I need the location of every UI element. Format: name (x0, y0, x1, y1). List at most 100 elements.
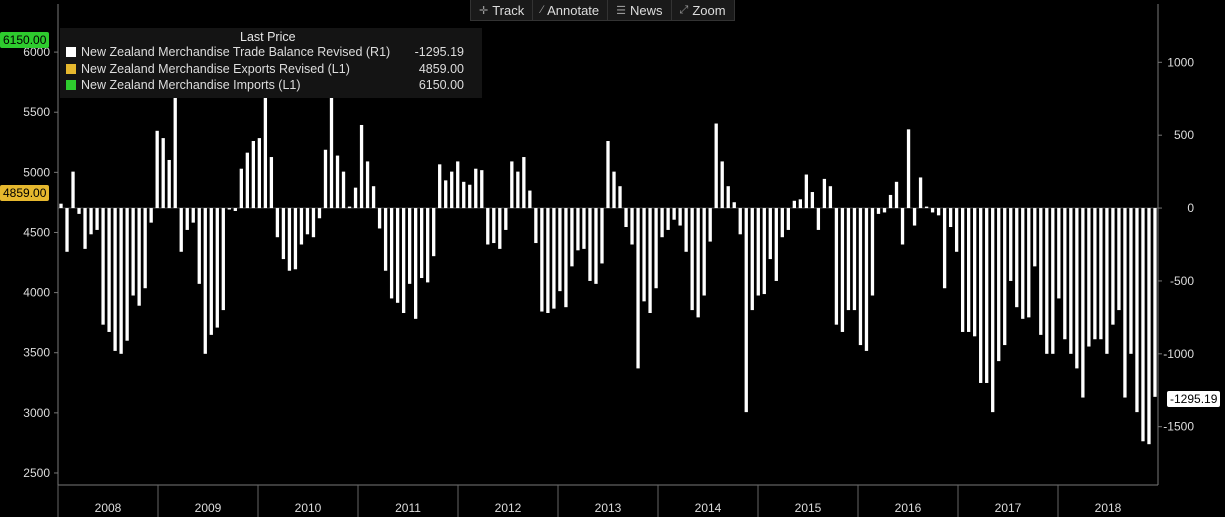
balance-bar (462, 181, 466, 209)
news-button[interactable]: ☰ News (608, 0, 672, 20)
balance-bar (558, 208, 562, 292)
balance-bar (1129, 208, 1133, 354)
balance-bar (828, 186, 833, 209)
balance-bar (744, 208, 748, 413)
balance-bar (407, 208, 412, 284)
balance-bar (774, 208, 778, 281)
zoom-button[interactable]: ⤢ Zoom (672, 0, 734, 20)
balance-bar (696, 208, 700, 318)
balance-bar (269, 157, 274, 209)
legend-value: 4859.00 (418, 62, 464, 76)
balance-bar (251, 141, 256, 209)
balance-bar (834, 208, 839, 325)
balance-bar (786, 208, 790, 230)
balance-bar (852, 208, 857, 311)
balance-bar (203, 208, 207, 354)
balance-bar (1093, 208, 1097, 340)
balance-bar (420, 208, 424, 279)
balance-bar (1117, 208, 1121, 311)
balance-bar (702, 208, 706, 296)
balance-bar (281, 208, 286, 260)
balance-bar (780, 208, 784, 238)
balance-bar (973, 208, 977, 337)
x-axis: 2008 2009 2010 2011 2012 2013 2014 2015 2016 2017… (57, 484, 1158, 517)
zoom-label: Zoom (692, 2, 726, 18)
balance-bar (648, 208, 652, 314)
balance-bar (65, 208, 69, 252)
balance-bar (894, 181, 899, 209)
balance-bar (756, 208, 760, 296)
crosshair-icon: ✛ (479, 4, 489, 17)
balance-bar (1153, 208, 1157, 397)
balance-bar (930, 208, 935, 213)
balance-bar (798, 199, 803, 209)
year-label: 2008 (95, 501, 122, 515)
balance-bar (528, 190, 532, 209)
left-tick-label: 3500 (23, 346, 50, 360)
balance-bar (576, 208, 580, 251)
left-tick-label: 4000 (23, 286, 50, 300)
balance-bar (239, 168, 243, 209)
balance-bar (143, 208, 147, 289)
left-tick-label: 5000 (23, 165, 50, 179)
balance-bar (1015, 208, 1019, 308)
balance-bar (432, 208, 436, 257)
balance-bar (630, 208, 634, 245)
balance-bar (233, 208, 237, 211)
balance-bar (492, 208, 496, 244)
balance-bar (426, 208, 430, 283)
right-tick-label: -1500 (1163, 420, 1194, 434)
balance-bar (708, 208, 712, 242)
balance-bar (906, 129, 911, 209)
balance-bar (948, 208, 953, 228)
legend-label: New Zealand Merchandise Imports (L1) (81, 78, 301, 92)
balance-bar (967, 208, 971, 332)
balance-bar (480, 170, 484, 209)
left-tick-label: 4500 (23, 225, 50, 239)
balance-bar (209, 208, 213, 335)
balance-bar (395, 208, 400, 303)
left-tick-label: 2500 (23, 466, 50, 480)
balance-bar (552, 208, 556, 309)
balance-bar (900, 208, 905, 245)
balance-bar (89, 208, 93, 235)
zoom-icon: ⤢ (679, 3, 689, 16)
balance-bar (95, 208, 99, 230)
chart-toolbar: ✛ Track ∕ Annotate ☰ News ⤢ Zoom (470, 0, 735, 21)
balance-bar (1003, 208, 1007, 346)
balance-bar (918, 177, 923, 209)
balance-bar (720, 161, 724, 209)
balance-bar (401, 208, 406, 314)
balance-bar (389, 208, 394, 299)
balance-bar (311, 208, 316, 238)
balance-bar (1147, 208, 1151, 445)
balance-bar (323, 149, 328, 209)
balance-bar (101, 208, 105, 325)
balance-bar (1063, 208, 1067, 340)
balance-bar (991, 208, 995, 413)
legend: Last Price New Zealand Merchandise Trade… (60, 28, 482, 98)
balance-bar (816, 208, 821, 230)
balance-bar (636, 208, 640, 369)
exports-last-tag: 4859.00 (0, 185, 50, 201)
balance-bar (858, 208, 863, 346)
balance-bar (594, 208, 598, 284)
balance-bars (59, 87, 1157, 445)
balance-bar (341, 171, 346, 209)
balance-bar (1105, 208, 1109, 354)
balance-bar (299, 208, 304, 245)
annotate-button[interactable]: ∕ Annotate (533, 0, 609, 20)
balance-bar (185, 208, 189, 230)
balance-bar (227, 208, 231, 210)
year-label: 2011 (395, 501, 421, 515)
year-label: 2009 (195, 501, 222, 515)
legend-item-exports: New Zealand Merchandise Exports Revised … (66, 62, 476, 76)
left-tick-label: 5500 (23, 105, 50, 119)
balance-bar (1057, 208, 1061, 299)
balance-bar (1033, 208, 1037, 267)
track-button[interactable]: ✛ Track (471, 0, 534, 20)
balance-bar (173, 87, 177, 209)
balance-bar (161, 138, 165, 209)
balance-bar (305, 208, 310, 235)
balance-bar (413, 208, 418, 319)
